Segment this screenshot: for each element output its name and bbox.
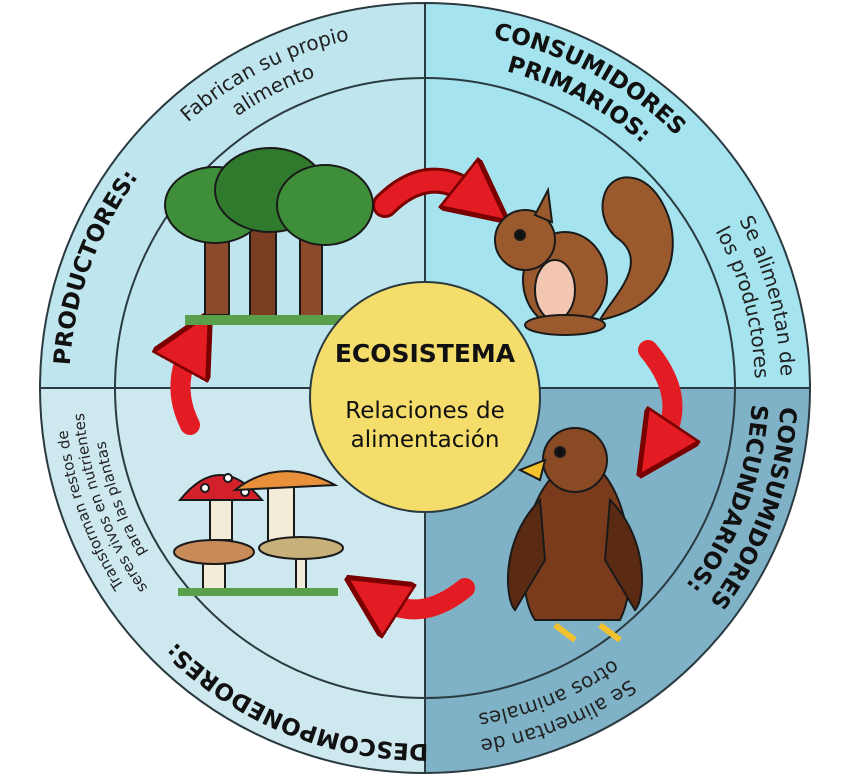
arrow [180, 345, 192, 425]
center-subtitle: alimentación [351, 427, 500, 453]
center-title: ECOSISTEMA [335, 339, 516, 368]
ecosystem-diagram: ECOSISTEMA Relaciones de alimentación PR… [0, 0, 842, 777]
center-subtitle: Relaciones de [345, 398, 504, 424]
center-circle [310, 282, 540, 512]
